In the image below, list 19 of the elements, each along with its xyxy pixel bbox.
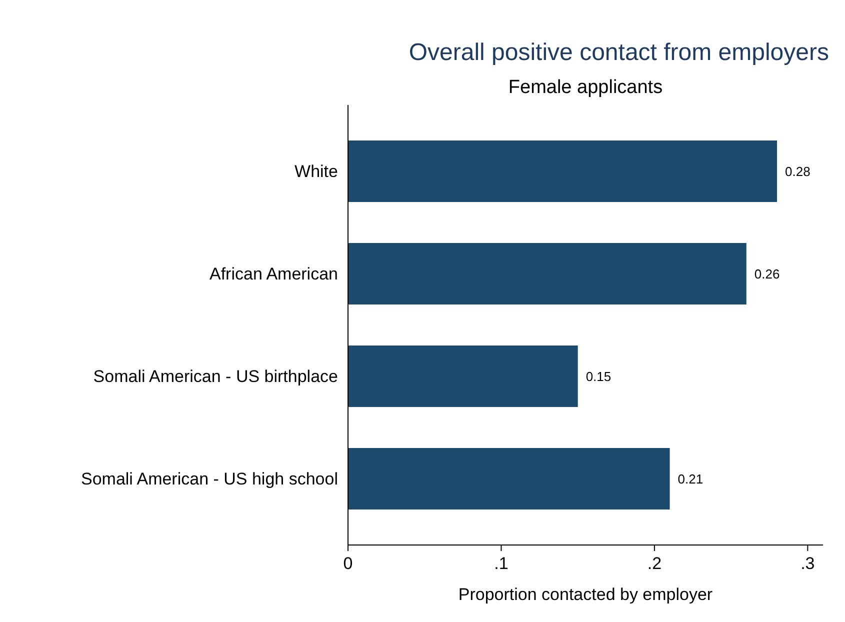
bar bbox=[348, 140, 778, 202]
bar bbox=[348, 346, 578, 407]
chart-title: Overall positive contact from employers bbox=[408, 39, 829, 66]
bar bbox=[348, 448, 670, 510]
x-axis-title: Proportion contacted by employer bbox=[458, 585, 713, 604]
data-label: 0.21 bbox=[678, 471, 704, 486]
y-tick-label: Somali American - US high school bbox=[80, 470, 338, 489]
y-tick-label: Somali American - US birthplace bbox=[93, 367, 338, 386]
data-label: 0.15 bbox=[586, 368, 612, 384]
x-tick-label: 0 bbox=[343, 554, 353, 573]
x-tick-label: .3 bbox=[800, 554, 815, 573]
y-tick-label: White bbox=[294, 162, 338, 182]
bar bbox=[348, 243, 746, 304]
data-label: 0.26 bbox=[754, 266, 780, 282]
chart-subtitle: Female applicants bbox=[508, 77, 663, 98]
x-tick-label: .2 bbox=[647, 554, 662, 573]
x-tick-label: .1 bbox=[494, 554, 508, 573]
data-label: 0.28 bbox=[785, 164, 810, 179]
y-tick-label: African American bbox=[210, 264, 338, 284]
